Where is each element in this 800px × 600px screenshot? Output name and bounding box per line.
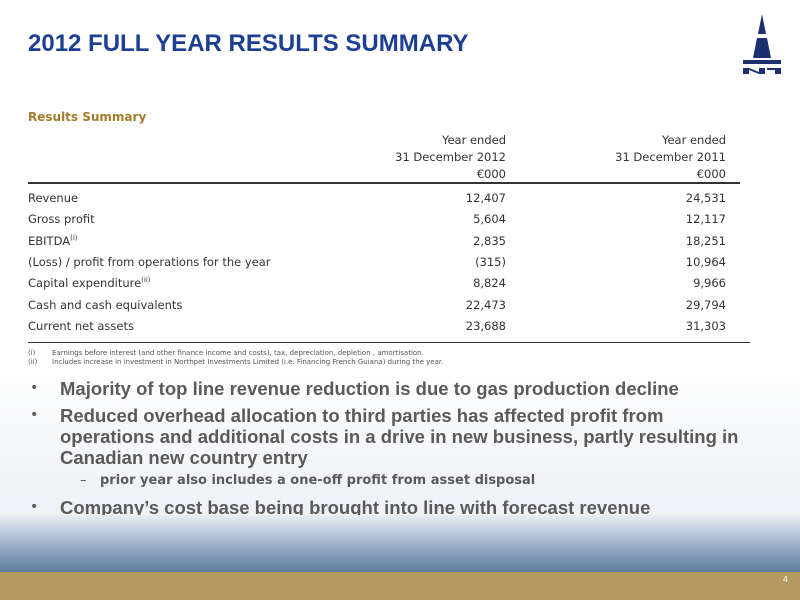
cell-value: 10,964: [685, 254, 726, 269]
footnote-ref: (ii): [141, 276, 151, 285]
bullet-dash: –: [80, 473, 87, 488]
footer-band: [0, 572, 800, 600]
label-text: (Loss) / profit from operations for the …: [28, 254, 271, 269]
column-header: Year ended: [661, 133, 726, 147]
cell-value: 31,303: [685, 318, 726, 333]
label-text: Gross profit: [28, 212, 95, 227]
label-text: EBITDA: [28, 233, 71, 248]
row-label: Revenue: [28, 191, 78, 205]
row-label: Capital expenditure(ii): [28, 276, 151, 290]
cell-value: 23,688: [465, 318, 506, 333]
bullet-dot: •: [30, 407, 39, 423]
cell-value: 9,966: [693, 276, 726, 291]
footnote-marker: (i): [28, 349, 36, 357]
cell-value: 22,473: [465, 297, 506, 312]
footnote-ref: (i): [70, 233, 78, 242]
row-label: Gross profit: [28, 212, 95, 226]
bullet-text: Majority of top line revenue reduction i…: [60, 378, 679, 399]
slide-title: 2012 FULL YEAR RESULTS SUMMARY: [28, 30, 469, 57]
footnote-text: Includes increase in investment in North…: [52, 358, 444, 366]
sub-bullet-text: prior year also includes a one-off profi…: [100, 473, 536, 488]
bullet-text: Reduced overhead allocation to third par…: [60, 405, 739, 468]
cell-value: 18,251: [685, 233, 726, 248]
footnote-text: Earnings before interest (and other fina…: [52, 349, 424, 357]
cell-value: 12,407: [465, 191, 506, 205]
page-number: 4: [782, 575, 788, 584]
column-header: €000: [696, 167, 726, 181]
column-header: 31 December 2012: [395, 150, 506, 164]
sea-image: [0, 515, 800, 572]
label-text: Capital expenditure: [28, 276, 142, 291]
row-label: EBITDA(i): [28, 234, 78, 248]
bullet-dot: •: [30, 380, 39, 396]
cell-value: 5,604: [473, 212, 506, 227]
row-label: (Loss) / profit from operations for the …: [28, 255, 271, 269]
cell-value: 8,824: [473, 276, 506, 291]
rule: [28, 182, 740, 184]
row-label: Current net assets: [28, 319, 134, 333]
footnote-marker: (ii): [28, 358, 38, 366]
row-label: Cash and cash equivalents: [28, 298, 182, 312]
bullet-dot: •: [30, 499, 39, 515]
cell-value: (315): [475, 254, 506, 269]
label-text: Current net assets: [28, 318, 134, 333]
table-caption: Results Summary: [28, 110, 147, 124]
cell-value: 2,835: [473, 233, 506, 248]
label-text: Revenue: [28, 191, 79, 205]
cell-value: 29,794: [685, 297, 726, 312]
cell-value: 12,117: [685, 212, 726, 227]
cell-value: 24,531: [685, 191, 726, 205]
column-header: 31 December 2011: [615, 150, 726, 164]
column-header: €000: [476, 167, 506, 181]
bullet-text: Company’s cost base being brought into l…: [60, 497, 651, 518]
logo: [743, 14, 781, 74]
label-text: Cash and cash equivalents: [28, 297, 183, 312]
rule: [28, 342, 750, 343]
column-header: Year ended: [441, 133, 506, 147]
